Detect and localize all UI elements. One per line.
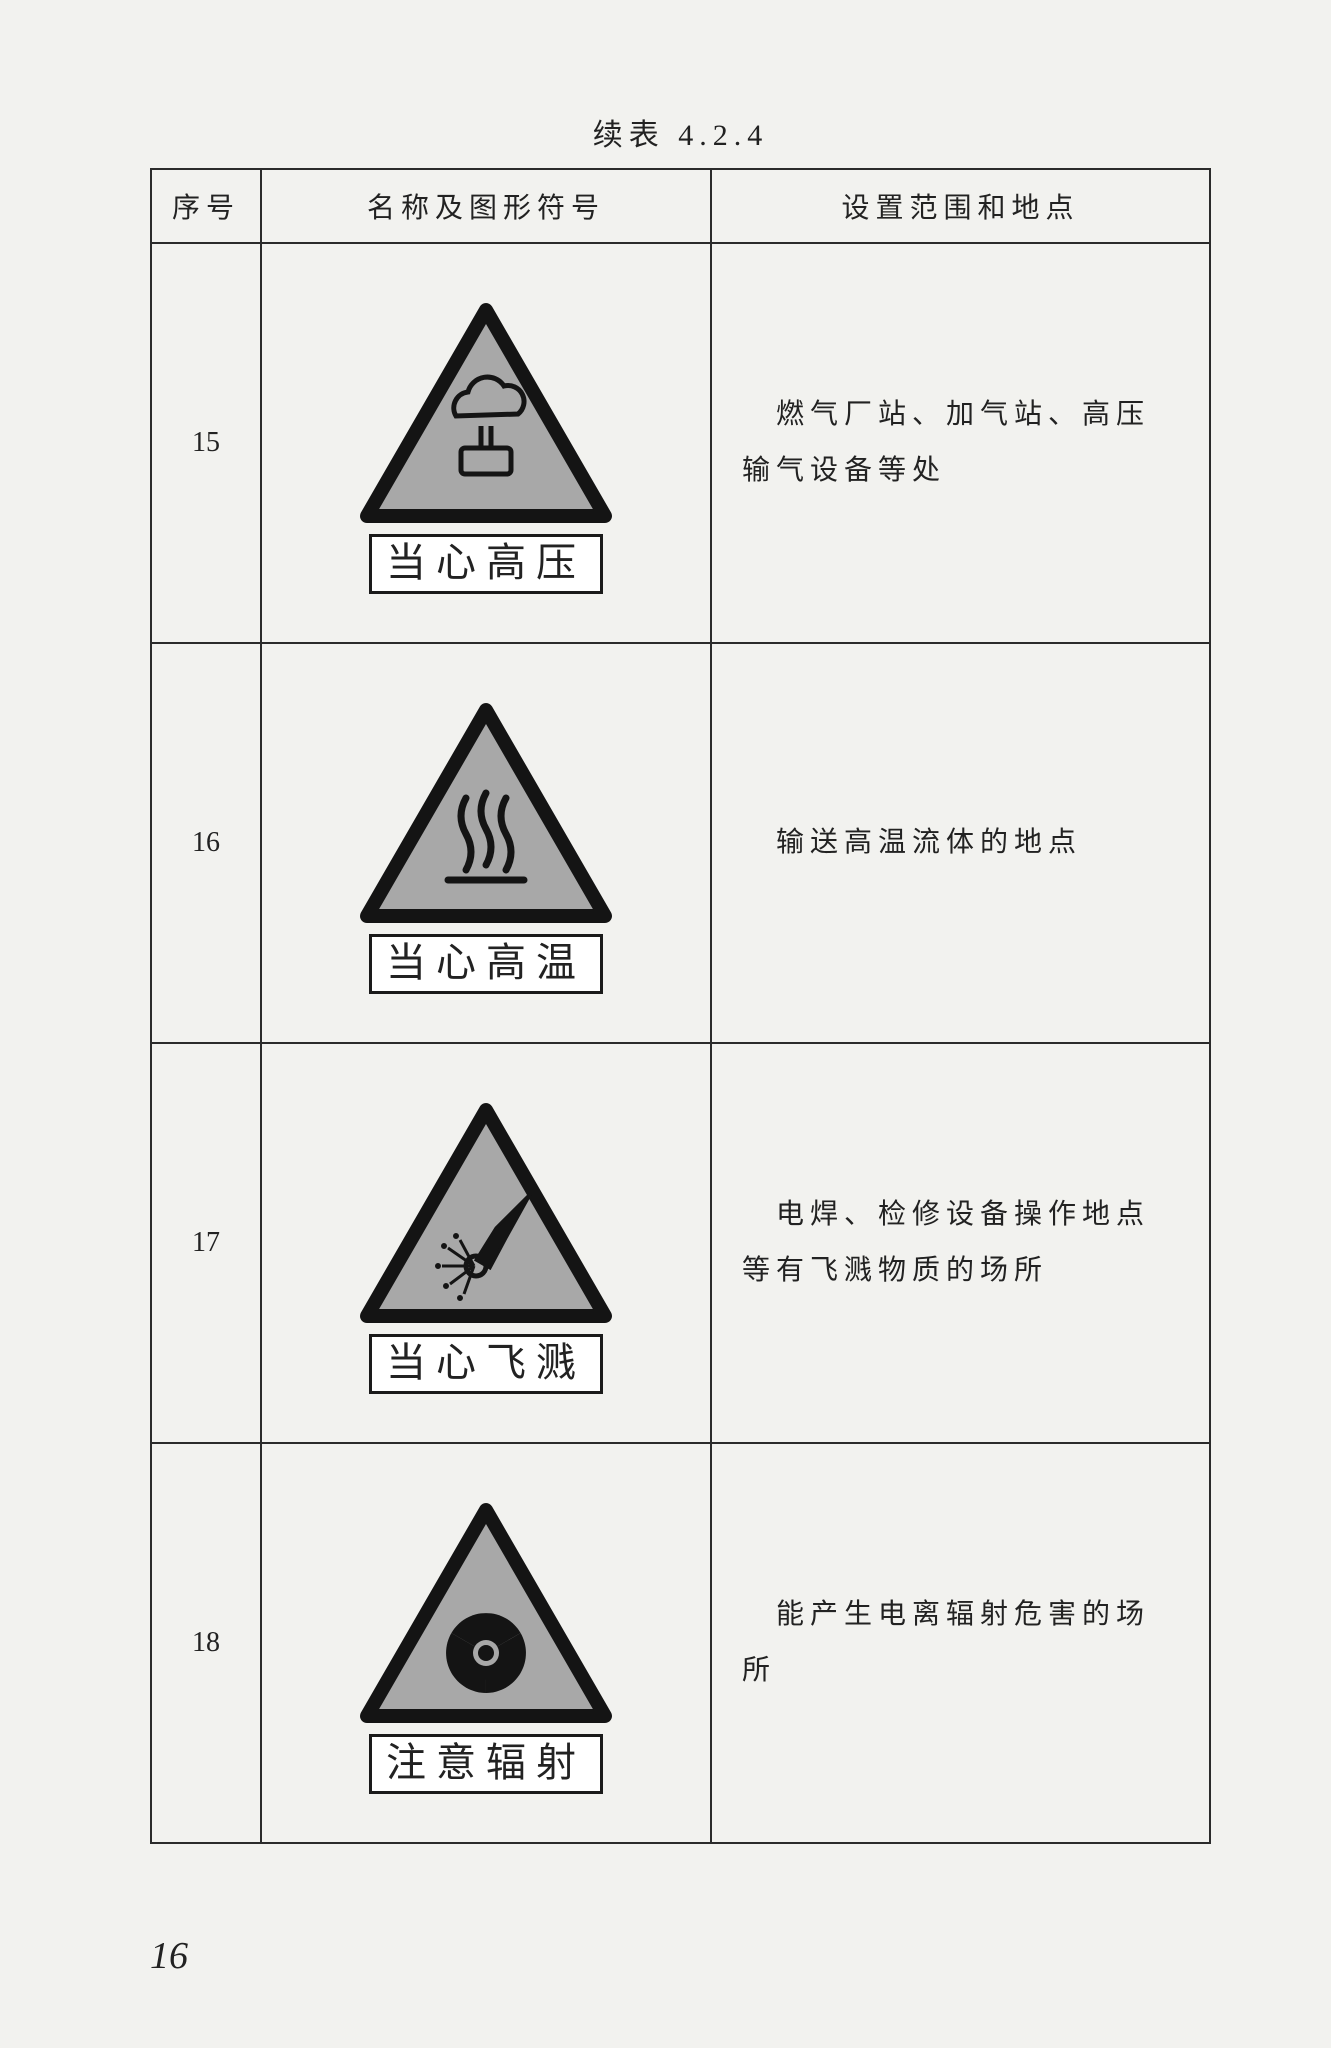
sign-cell: 当心高温 (261, 643, 711, 1043)
warning-triangle-splash-icon (356, 1098, 616, 1328)
header-symbol: 名称及图形符号 (261, 169, 711, 243)
row-desc: 输送高温流体的地点 (711, 643, 1210, 1043)
page-number: 16 (150, 1934, 188, 1978)
row-desc: 电焊、检修设备操作地点等有飞溅物质的场所 (711, 1043, 1210, 1443)
safety-sign-table: 序号 名称及图形符号 设置范围和地点 15 (150, 168, 1211, 1844)
sign-cell: 注意辐射 (261, 1443, 711, 1843)
table-caption: 续表 4.2.4 (150, 110, 1211, 154)
row-desc: 燃气厂站、加气站、高压输气设备等处 (711, 243, 1210, 643)
header-desc: 设置范围和地点 (711, 169, 1210, 243)
row-desc: 能产生电离辐射危害的场所 (711, 1443, 1210, 1843)
header-num: 序号 (151, 169, 261, 243)
sign-label: 当心高压 (369, 534, 603, 594)
sign-label: 当心飞溅 (369, 1334, 603, 1394)
sign-label: 注意辐射 (369, 1734, 603, 1794)
table-row: 16 当心高温 (151, 643, 1210, 1043)
row-number: 15 (151, 243, 261, 643)
sign-cell: 当心高压 (261, 243, 711, 643)
row-number: 17 (151, 1043, 261, 1443)
table-header-row: 序号 名称及图形符号 设置范围和地点 (151, 169, 1210, 243)
sign-cell: 当心飞溅 (261, 1043, 711, 1443)
row-number: 18 (151, 1443, 261, 1843)
row-number: 16 (151, 643, 261, 1043)
warning-triangle-hot-icon (356, 698, 616, 928)
warning-triangle-pressure-icon (356, 298, 616, 528)
warning-triangle-radiation-icon (356, 1498, 616, 1728)
table-row: 15 (151, 243, 1210, 643)
table-row: 17 (151, 1043, 1210, 1443)
table-row: 18 (151, 1443, 1210, 1843)
sign-label: 当心高温 (369, 934, 603, 994)
document-page: 续表 4.2.4 序号 名称及图形符号 设置范围和地点 15 (0, 0, 1331, 2048)
